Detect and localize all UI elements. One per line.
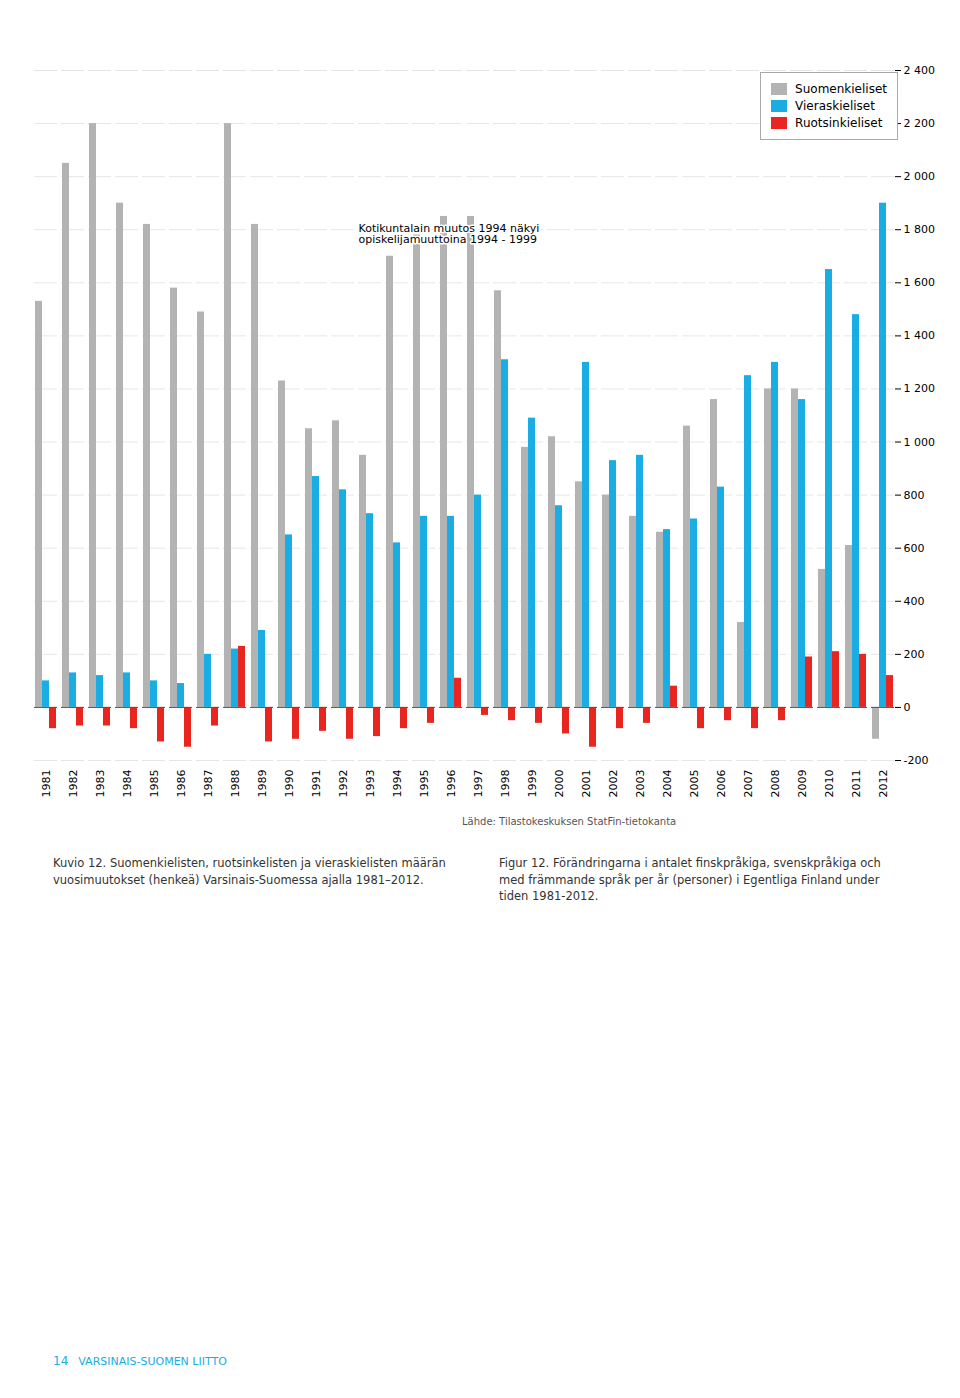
svg-text:1992: 1992 (337, 770, 350, 798)
svg-text:1998: 1998 (499, 770, 512, 798)
html-text:Figur 12. Förändringarna i ant: Figur 12. Förändringarna i antalet finsk… (499, 856, 881, 904)
svg-text:-200: -200 (904, 754, 929, 767)
svg-text:1994: 1994 (391, 770, 404, 798)
svg-text:1984: 1984 (121, 770, 134, 798)
svg-text:1 600: 1 600 (904, 276, 936, 289)
svg-text:1 000: 1 000 (904, 436, 936, 449)
svg-text:1996: 1996 (445, 770, 458, 798)
svg-text:1999: 1999 (526, 770, 539, 798)
svg-text:1 200: 1 200 (904, 382, 936, 395)
svg-text:2007: 2007 (742, 770, 755, 798)
html-text:Lähde: Tilastokeskuksen StatFi: Lähde: Tilastokeskuksen StatFin-tietokan… (462, 816, 677, 827)
html-text:14: 14 (53, 1354, 69, 1368)
svg-text:2006: 2006 (715, 770, 728, 798)
svg-text:1 800: 1 800 (904, 223, 936, 236)
html-text:VARSINAIS-SUOMEN LIITTO: VARSINAIS-SUOMEN LIITTO (78, 1355, 227, 1368)
svg-text:2004: 2004 (661, 770, 674, 798)
svg-text:2005: 2005 (688, 770, 701, 798)
svg-text:400: 400 (904, 595, 925, 608)
svg-text:2003: 2003 (634, 770, 647, 798)
svg-text:2002: 2002 (607, 770, 620, 798)
svg-text:2009: 2009 (796, 770, 809, 798)
svg-text:2 000: 2 000 (904, 170, 936, 183)
svg-text:1981: 1981 (40, 770, 53, 798)
svg-text:2001: 2001 (580, 770, 593, 798)
svg-text:2012: 2012 (877, 770, 890, 798)
svg-text:0: 0 (904, 701, 911, 714)
svg-text:2010: 2010 (823, 770, 836, 798)
svg-text:1987: 1987 (202, 770, 215, 798)
svg-text:2000: 2000 (553, 770, 566, 798)
svg-text:1983: 1983 (94, 770, 107, 798)
svg-text:1995: 1995 (418, 770, 431, 798)
svg-text:1990: 1990 (283, 770, 296, 798)
svg-text:1993: 1993 (364, 770, 377, 798)
svg-text:2011: 2011 (850, 770, 863, 798)
svg-text:600: 600 (904, 542, 925, 555)
svg-text:1985: 1985 (148, 770, 161, 798)
svg-text:1989: 1989 (256, 770, 269, 798)
svg-text:800: 800 (904, 489, 925, 502)
svg-text:1982: 1982 (67, 770, 80, 798)
svg-text:Kotikuntalain muutos 1994 näky: Kotikuntalain muutos 1994 näkyiopiskelij… (359, 222, 540, 246)
svg-text:1 400: 1 400 (904, 329, 936, 342)
svg-text:2 400: 2 400 (904, 64, 936, 77)
svg-text:2008: 2008 (769, 770, 782, 798)
svg-text:1991: 1991 (310, 770, 323, 798)
svg-text:2 200: 2 200 (904, 117, 936, 130)
svg-text:1997: 1997 (472, 770, 485, 798)
svg-text:1988: 1988 (229, 770, 242, 798)
html-text:Vieraskieliset: Vieraskieliset (795, 99, 875, 113)
html-text:Ruotsinkieliset: Ruotsinkieliset (795, 116, 883, 130)
svg-text:1986: 1986 (175, 770, 188, 798)
html-text:Kuvio 12. Suomenkielisten, ruo: Kuvio 12. Suomenkielisten, ruotsinkelist… (53, 856, 446, 887)
svg-text:200: 200 (904, 648, 925, 661)
html-text:Suomenkieliset: Suomenkieliset (795, 82, 887, 96)
